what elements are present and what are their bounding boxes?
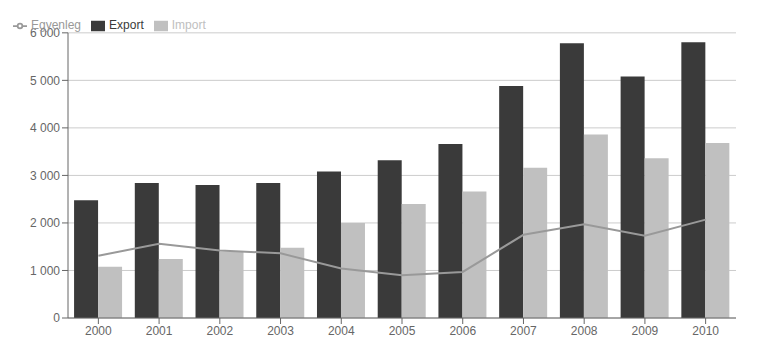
svg-text:2007: 2007 bbox=[510, 324, 537, 338]
svg-text:1 000: 1 000 bbox=[30, 264, 60, 278]
svg-text:2005: 2005 bbox=[389, 324, 416, 338]
svg-text:2000: 2000 bbox=[85, 324, 112, 338]
svg-text:5 000: 5 000 bbox=[30, 74, 60, 88]
svg-text:2008: 2008 bbox=[571, 324, 598, 338]
svg-text:4 000: 4 000 bbox=[30, 121, 60, 135]
svg-text:3 000: 3 000 bbox=[30, 169, 60, 183]
svg-text:2006: 2006 bbox=[449, 324, 476, 338]
svg-text:2 000: 2 000 bbox=[30, 216, 60, 230]
svg-text:2010: 2010 bbox=[692, 324, 719, 338]
svg-text:2009: 2009 bbox=[632, 324, 659, 338]
svg-text:2003: 2003 bbox=[267, 324, 294, 338]
svg-text:2004: 2004 bbox=[328, 324, 355, 338]
svg-text:6 000: 6 000 bbox=[30, 26, 60, 40]
svg-text:2002: 2002 bbox=[206, 324, 233, 338]
svg-text:2001: 2001 bbox=[146, 324, 173, 338]
svg-text:0: 0 bbox=[53, 311, 60, 325]
